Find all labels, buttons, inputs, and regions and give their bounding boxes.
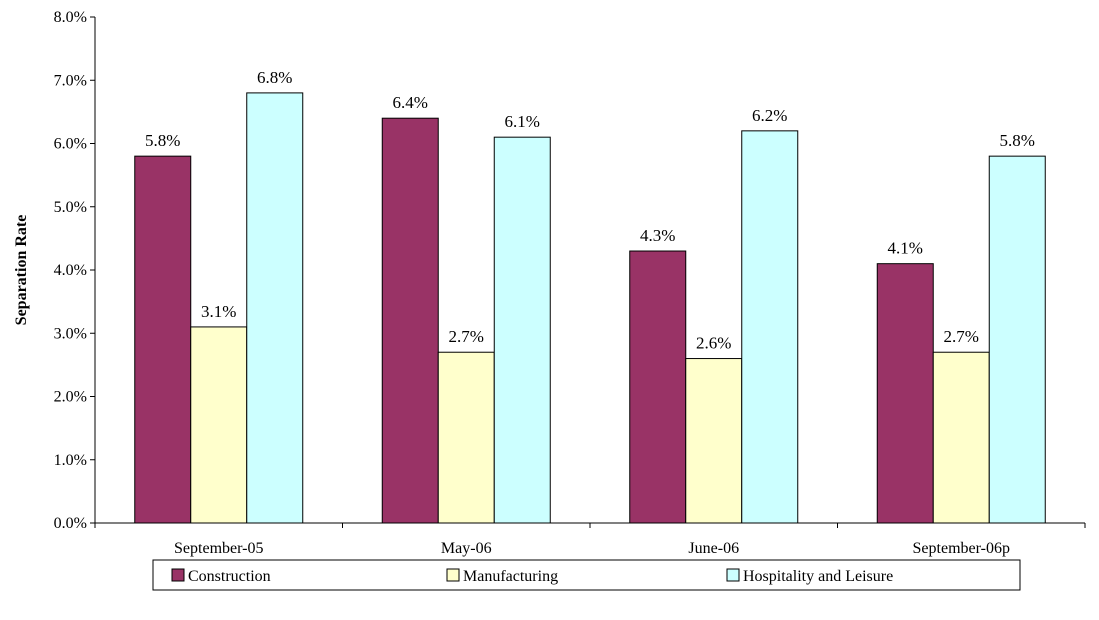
bar-construction <box>381 117 439 524</box>
y-tick-label: 1.0% <box>54 452 87 469</box>
bar-manufacturing <box>190 326 248 524</box>
bar-hospitality-and-leisure <box>493 136 551 524</box>
legend-label: Manufacturing <box>463 568 558 585</box>
bar-hospitality-and-leisure <box>988 155 1046 524</box>
axis-layer: 0.0% 1.0% 2.0% 3.0% 4.0% 5.0% 6.0% 7.0% 8.0% Sept… <box>54 9 1086 557</box>
bar-construction <box>134 155 192 524</box>
y-tick-label: 8.0% <box>54 9 87 26</box>
bar-manufacturing <box>437 351 495 524</box>
data-label: 5.8% <box>145 131 180 150</box>
data-label: 5.8% <box>1000 131 1035 150</box>
data-label: 3.1% <box>201 302 236 321</box>
y-tick-label: 3.0% <box>54 325 87 342</box>
legend-label: Construction <box>188 568 271 585</box>
bars-layer <box>134 92 1046 524</box>
legend-item: Manufacturing <box>446 568 558 585</box>
y-tick-label: 7.0% <box>54 72 87 89</box>
legend-item: Hospitality and Leisure <box>726 568 893 585</box>
y-tick-label: 5.0% <box>54 199 87 216</box>
y-tick-label: 2.0% <box>54 389 87 406</box>
legend-box <box>152 559 1021 591</box>
y-tick-label: 0.0% <box>54 515 87 532</box>
y-tick-label: 4.0% <box>54 262 87 279</box>
data-label: 6.8% <box>257 68 292 87</box>
data-labels-layer: 5.8% 3.1% 6.8% 6.4% 2.7% 6.1% 4.3% 2.6% 6.2% 4.1%… <box>145 68 1035 353</box>
data-label: 4.3% <box>640 226 675 245</box>
legend-swatch <box>171 568 185 582</box>
x-category-label: September-06p <box>913 540 1010 557</box>
bar-construction <box>876 263 934 524</box>
data-label: 2.6% <box>696 334 731 353</box>
data-label: 4.1% <box>888 239 923 258</box>
data-label: 2.7% <box>944 327 979 346</box>
y-axis-title: Separation Rate <box>13 215 30 326</box>
bar-hospitality-and-leisure <box>741 130 799 524</box>
bar-construction <box>629 250 687 524</box>
x-category-label: June-06 <box>688 540 739 557</box>
y-tick-label: 6.0% <box>54 136 87 153</box>
bar-manufacturing <box>932 351 990 524</box>
x-category-label: May-06 <box>441 540 492 557</box>
data-label: 2.7% <box>449 327 484 346</box>
data-label: 6.2% <box>752 106 787 125</box>
bar-hospitality-and-leisure <box>246 92 304 524</box>
legend-item: Construction <box>171 568 271 585</box>
legend-swatch <box>726 568 740 582</box>
x-category-label: September-05 <box>174 540 263 557</box>
bar-manufacturing <box>685 358 743 524</box>
data-label: 6.1% <box>505 112 540 131</box>
legend-label: Hospitality and Leisure <box>743 568 893 585</box>
data-label: 6.4% <box>393 93 428 112</box>
legend: Construction Manufacturing Hospitality and… <box>152 559 1021 591</box>
legend-swatch <box>446 568 460 582</box>
